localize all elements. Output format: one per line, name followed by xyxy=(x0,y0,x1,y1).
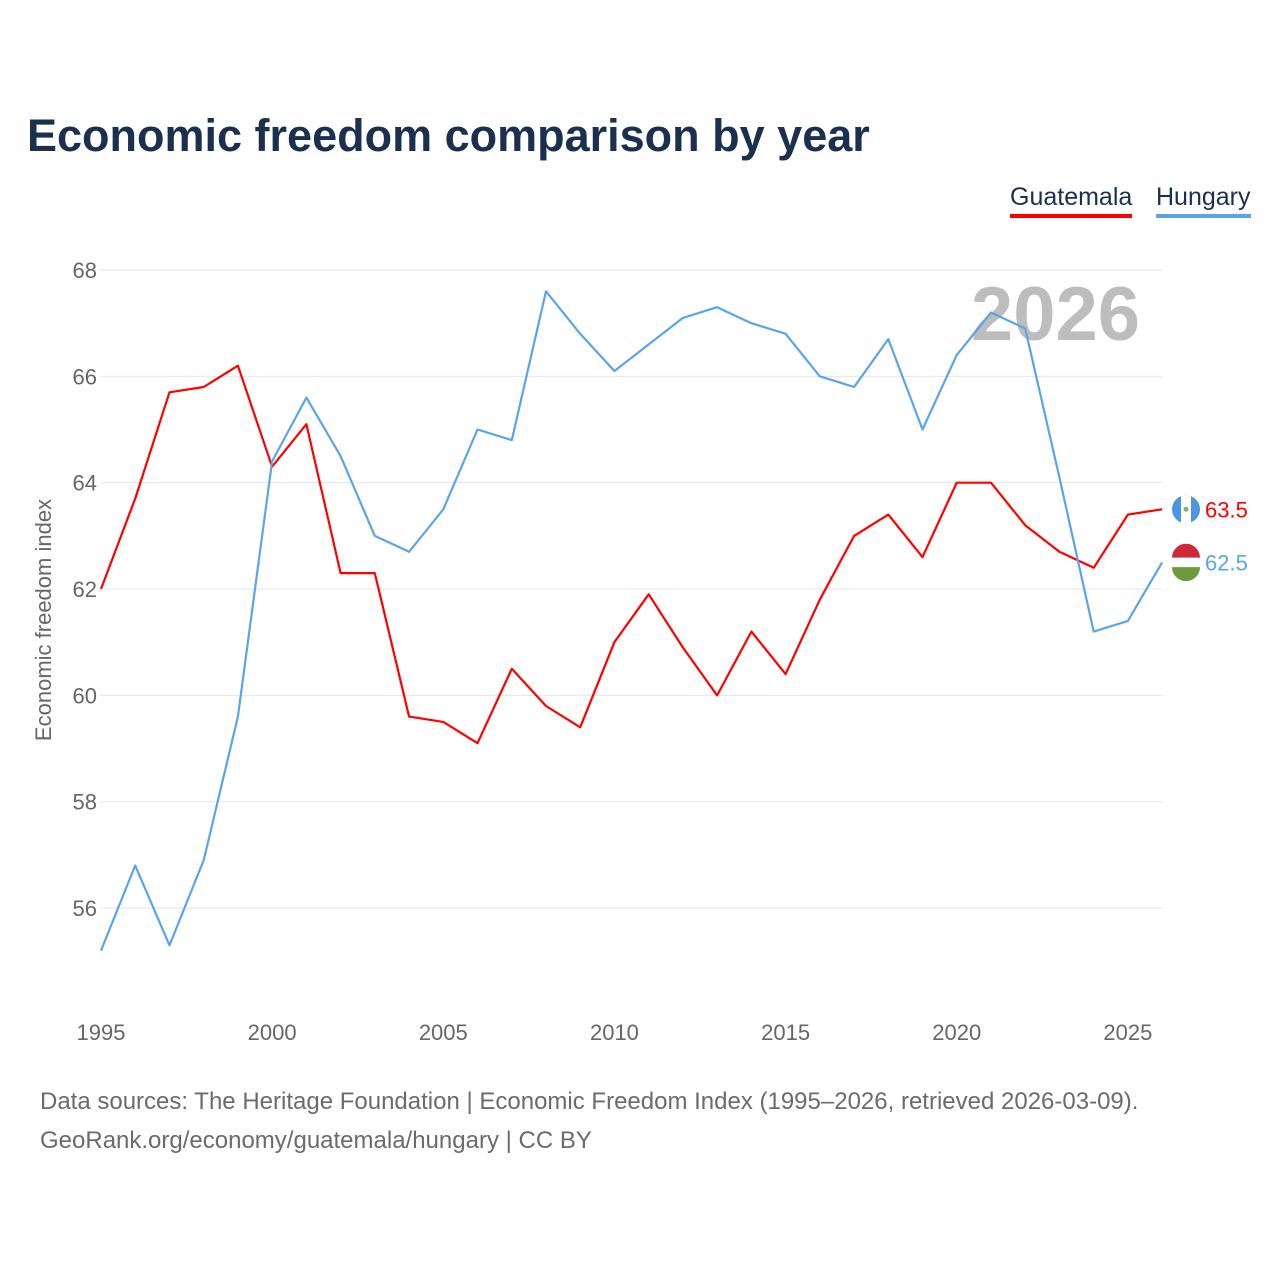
y-tick-label: 60 xyxy=(73,683,97,708)
y-tick-label: 68 xyxy=(73,258,97,283)
series-line-hungary xyxy=(99,290,1164,952)
y-tick-label: 64 xyxy=(73,471,97,496)
legend-hungary[interactable]: Hungary xyxy=(1156,183,1251,218)
end-label-guatemala: 63.5 xyxy=(1205,497,1248,522)
y-tick-label: 58 xyxy=(73,790,97,815)
guatemala-flag-icon xyxy=(1183,506,1189,512)
y-tick-label: 56 xyxy=(73,896,97,921)
x-tick-label: 2015 xyxy=(761,1020,810,1045)
x-tick-label: 2025 xyxy=(1103,1020,1152,1045)
page-title: Economic freedom comparison by year xyxy=(27,110,870,161)
source-line-1: Data sources: The Heritage Foundation | … xyxy=(40,1088,1139,1115)
hungary-flag-icon xyxy=(1172,557,1200,568)
hungary-flag-icon xyxy=(1172,567,1200,582)
legend-guatemala[interactable]: Guatemala xyxy=(1010,183,1133,218)
y-tick-label: 62 xyxy=(73,577,97,602)
x-tick-label: 2005 xyxy=(419,1020,468,1045)
x-tick-label: 2000 xyxy=(248,1020,297,1045)
source-line-2: GeoRank.org/economy/guatemala/hungary | … xyxy=(40,1127,592,1154)
series-line-guatemala xyxy=(99,364,1163,745)
end-label-hungary: 62.5 xyxy=(1205,550,1248,575)
x-tick-label: 2020 xyxy=(932,1020,981,1045)
hungary-flag-icon xyxy=(1172,543,1200,558)
y-axis-label: Economic freedom index xyxy=(31,499,56,741)
y-tick-label: 66 xyxy=(73,364,97,389)
year-watermark: 2026 xyxy=(971,272,1140,357)
x-tick-label: 2010 xyxy=(590,1020,639,1045)
x-tick-label: 1995 xyxy=(77,1020,126,1045)
